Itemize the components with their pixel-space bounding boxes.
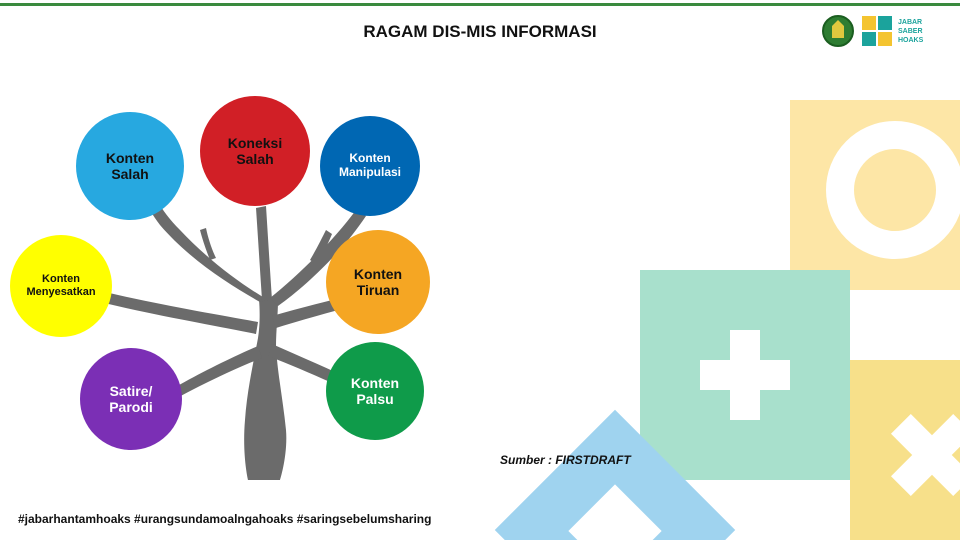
- tree-node-label-line: Parodi: [109, 399, 153, 415]
- tree-node-konten-tiruan: KontenTiruan: [326, 230, 430, 334]
- tree-node-label-line: Koneksi: [228, 135, 282, 151]
- tree-node-koneksi-salah: KoneksiSalah: [200, 96, 310, 206]
- tree-node-label-line: Konten: [42, 273, 80, 286]
- tree-node-label-line: Konten: [351, 375, 399, 391]
- source-citation: Sumber : FIRSTDRAFT: [500, 453, 631, 467]
- hashtags: #jabarhantamhoaks #urangsundamoalngahoak…: [18, 512, 431, 526]
- tree-node-label-line: Konten: [106, 150, 154, 166]
- tree-node-konten-manipulasi: KontenManipulasi: [320, 116, 420, 216]
- tree-node-label-line: Konten: [354, 266, 402, 282]
- tree-diagram: KontenSalahKoneksiSalahKontenManipulasiK…: [10, 60, 530, 480]
- tree-node-label-line: Salah: [111, 166, 148, 182]
- tree-node-konten-palsu: KontenPalsu: [326, 342, 424, 440]
- tree-node-label-line: Satire/: [110, 383, 153, 399]
- tree-node-konten-salah: KontenSalah: [76, 112, 184, 220]
- tree-node-konten-menyesatkan: KontenMenyesatkan: [10, 235, 112, 337]
- tree-node-label-line: Salah: [236, 151, 273, 167]
- tree-node-label-line: Palsu: [356, 391, 393, 407]
- tree-node-label-line: Manipulasi: [339, 166, 401, 180]
- tree-node-label-line: Tiruan: [357, 282, 400, 298]
- page-title: RAGAM DIS-MIS INFORMASI: [0, 22, 960, 42]
- tree-node-label-line: Konten: [349, 152, 390, 166]
- tree-node-label-line: Menyesatkan: [26, 286, 95, 299]
- tree-node-satire-parodi: Satire/Parodi: [80, 348, 182, 450]
